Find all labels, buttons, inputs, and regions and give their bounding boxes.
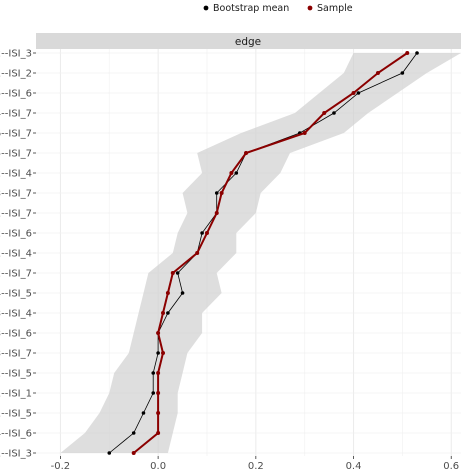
data-point (156, 431, 161, 435)
data-point (302, 131, 307, 135)
data-point (131, 431, 136, 435)
panel-background (36, 49, 461, 456)
y-tick-label: I_1--ISI_5 (0, 409, 32, 420)
data-point (170, 271, 175, 275)
y-tick-label: I_1--ISI_3 (0, 449, 32, 460)
data-point (400, 71, 405, 75)
data-point (356, 91, 361, 95)
x-tick-label: 0.6 (443, 461, 459, 472)
y-tick-label: I_3--ISI_7 (0, 189, 32, 200)
x-tick-label: -0.2 (51, 461, 71, 472)
data-point (156, 411, 161, 415)
data-point (165, 291, 170, 295)
y-axis: I_2--ISI_3 I_1--ISI_2 I_5--ISI_6 I_4--ISI_7… (0, 49, 36, 460)
data-point (161, 351, 166, 355)
y-tick-label: I_3--ISI_7 (0, 349, 32, 360)
data-point (151, 391, 156, 395)
y-tick-label: I_4--ISI_5 (0, 289, 32, 300)
data-point (107, 451, 112, 455)
data-point (214, 191, 219, 195)
data-point (166, 311, 170, 315)
y-tick-label: I_2--ISI_3 (0, 49, 32, 60)
plot-panel (36, 49, 462, 456)
data-point (375, 71, 380, 75)
y-tick-label: I_6--ISI_7 (0, 129, 32, 140)
data-point (200, 231, 204, 235)
facet-strip-label: edge (235, 36, 261, 48)
data-point (175, 271, 180, 275)
series-layer (107, 51, 419, 455)
data-point (195, 251, 200, 255)
x-tick-label: 0.4 (346, 461, 362, 472)
y-tick-label: I_1--ISI_1 (0, 389, 32, 400)
data-point (322, 111, 327, 115)
data-point (332, 111, 336, 115)
data-point (234, 171, 239, 175)
x-tick-label: 0.0 (150, 461, 166, 472)
data-point (156, 371, 161, 375)
y-tick-label: I_1--ISI_2 (0, 69, 32, 80)
y-tick-label: I_5--ISI_6 (0, 89, 32, 100)
facet-strip: edge (36, 33, 461, 49)
data-point (131, 451, 136, 455)
legend-label-1: Sample (317, 3, 353, 14)
legend: Bootstrap mean Sample (203, 3, 353, 14)
data-point (214, 211, 219, 215)
y-tick-label: I_2--ISI_6 (0, 229, 32, 240)
data-point (204, 231, 209, 235)
y-tick-label: I_3--ISI_4 (0, 309, 32, 320)
data-point (156, 391, 161, 395)
confidence-band (60, 53, 462, 453)
data-point (229, 171, 234, 175)
data-point (156, 351, 160, 355)
y-tick-label: I_3--ISI_6 (0, 329, 32, 340)
data-point (161, 311, 166, 315)
data-point (415, 51, 419, 55)
facet-strip-background (36, 33, 461, 49)
legend-label-0: Bootstrap mean (213, 3, 289, 14)
y-tick-label: I_2--ISI_5 (0, 369, 32, 380)
series-sample (131, 51, 410, 455)
y-tick-label: I_1--ISI_4 (0, 249, 32, 260)
data-point (405, 51, 410, 55)
legend-key-0 (203, 5, 209, 11)
y-tick-label: I_4--ISI_7 (0, 109, 32, 120)
y-tick-label: I_2--ISI_4 (0, 169, 32, 180)
y-tick-label: I_1--ISI_7 (0, 209, 32, 220)
x-axis: -0.2 0.0 0.2 0.4 0.6 (51, 456, 459, 472)
x-tick-label: 0.2 (248, 461, 264, 472)
data-point (180, 291, 185, 295)
y-tick-label: I_2--ISI_7 (0, 269, 32, 280)
legend-key-1 (307, 5, 313, 11)
data-point (141, 411, 146, 415)
data-point (244, 151, 249, 155)
data-point (151, 371, 156, 375)
data-point (351, 91, 356, 95)
data-point (219, 191, 224, 195)
y-tick-label: I_5--ISI_7 (0, 149, 32, 160)
data-point (156, 331, 161, 335)
y-tick-label: I_4--ISI_6 (0, 429, 32, 440)
